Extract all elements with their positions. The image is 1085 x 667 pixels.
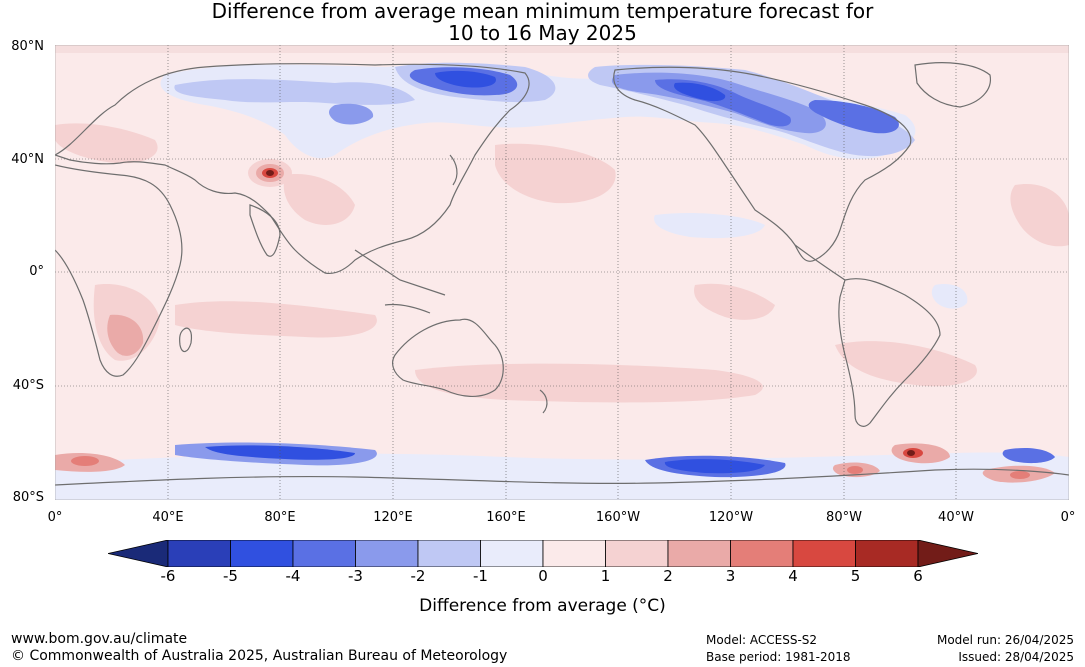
colorbar-tick-label: 0 — [538, 567, 548, 585]
colorbar-tick-label: -2 — [410, 567, 426, 585]
footer-model: Model: ACCESS-S2 — [706, 633, 818, 647]
colorbar-max-extend — [917, 540, 978, 567]
colorbar-swatch — [292, 540, 356, 567]
colorbar-tick-label: -5 — [223, 567, 238, 585]
colorbar-swatch — [667, 540, 731, 567]
colorbar-tick-label: 5 — [850, 567, 861, 585]
colorbar-tick-label: 4 — [788, 567, 798, 585]
lon-label-120w: 120°W — [708, 510, 754, 525]
lat-label-40n: 40°N — [11, 152, 44, 167]
colorbar-min-extend — [108, 540, 169, 567]
colorbar-tick-label: -4 — [285, 567, 301, 585]
colorbar-label: Difference from average (°C) — [419, 596, 666, 616]
colorbar-swatch — [542, 540, 606, 567]
graticule — [55, 45, 1069, 500]
colorbar-swatch — [355, 540, 419, 567]
lon-label-0-east: 0° — [1060, 510, 1076, 525]
colorbar-tick-label: -1 — [473, 567, 488, 585]
colorbar-swatch — [792, 540, 856, 567]
lon-label-0: 0° — [47, 510, 63, 525]
footer-base-period: Base period: 1981-2018 — [706, 650, 851, 664]
lat-label-80s: 80°S — [12, 490, 44, 505]
colorbar-tick-label: 1 — [600, 567, 611, 585]
colorbar-swatch — [230, 540, 294, 567]
lon-label-40e: 40°E — [152, 510, 184, 525]
colorbar-swatch — [730, 540, 794, 567]
coastlines — [55, 62, 1069, 486]
lat-label-80n: 80°N — [11, 39, 44, 54]
colorbar-swatch — [605, 540, 669, 567]
lon-label-80e: 80°E — [264, 510, 296, 525]
colorbar-tick-label: 3 — [725, 567, 736, 585]
lon-label-160e: 160°E — [486, 510, 526, 525]
colorbar-tick-label: 6 — [913, 567, 923, 585]
footer-model-run: Model run: 26/04/2025 — [936, 633, 1074, 647]
colorbar-swatch — [417, 540, 481, 567]
colorbar-tick-label: -3 — [348, 567, 363, 585]
colorbar-swatch — [480, 540, 544, 567]
lat-label-0: 0° — [29, 264, 44, 279]
footer-copyright: © Commonwealth of Australia 2025, Austra… — [11, 648, 508, 664]
colorbar-tick-label: -6 — [160, 567, 176, 585]
map-title-line1: Difference from average mean minimum tem… — [211, 0, 874, 23]
map-title-line2: 10 to 16 May 2025 — [448, 21, 637, 45]
lat-label-40s: 40°S — [12, 378, 44, 393]
lon-label-80w: 80°W — [826, 510, 862, 525]
footer-url: www.bom.gov.au/climate — [11, 631, 188, 647]
colorbar-swatch — [855, 540, 919, 567]
colorbar-tick-label: 2 — [663, 567, 673, 585]
colorbar-swatch — [167, 540, 231, 567]
lon-label-120e: 120°E — [373, 510, 413, 525]
footer-issued: Issued: 28/04/2025 — [958, 650, 1074, 664]
lon-label-40w: 40°W — [938, 510, 974, 525]
lon-label-160w: 160°W — [595, 510, 641, 525]
colorbar — [108, 540, 978, 567]
anomaly-map — [55, 45, 1069, 500]
